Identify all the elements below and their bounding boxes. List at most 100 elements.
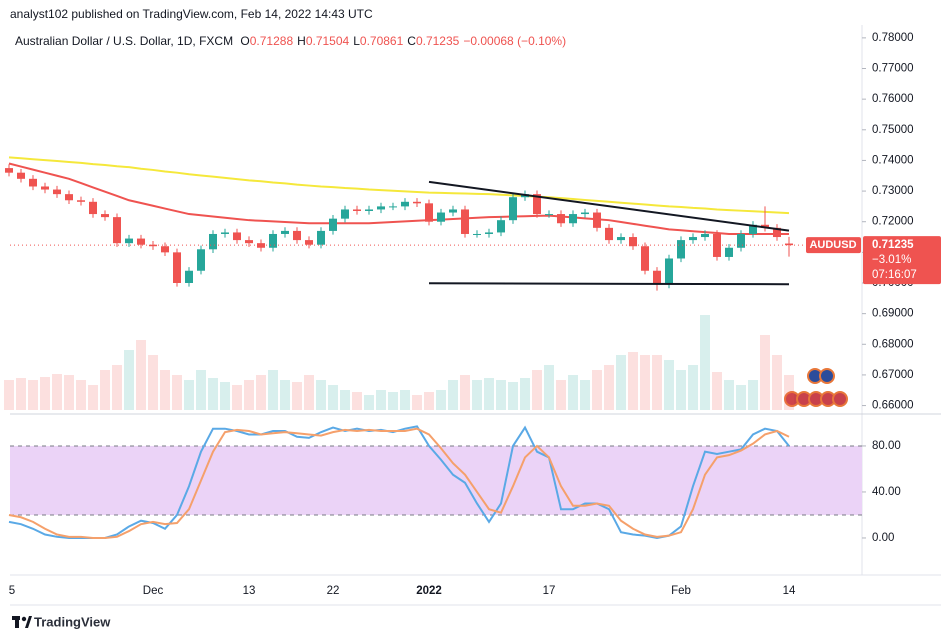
volume-bar xyxy=(4,380,14,410)
ohlc-value: 0.70861 xyxy=(360,34,404,48)
candle-body xyxy=(293,230,301,241)
volume-bar xyxy=(352,392,362,410)
candle-body xyxy=(53,189,61,195)
candle-body xyxy=(65,194,73,201)
ohlc-letter: H xyxy=(297,34,306,48)
flags xyxy=(784,368,848,407)
price-tick-label: 0.77000 xyxy=(872,63,914,75)
logo-bar xyxy=(15,616,19,628)
ohlc-value: 0.71288 xyxy=(250,34,294,48)
ohlc-letter: L xyxy=(353,34,360,48)
candle-body xyxy=(401,201,409,207)
volume-bar xyxy=(76,380,86,410)
volume-bar xyxy=(664,360,674,410)
ohlc-value: 0.71235 xyxy=(416,34,460,48)
symbol-badge-label: AUDUSD xyxy=(809,239,856,251)
volume-bar xyxy=(124,350,134,410)
candle-body xyxy=(389,206,397,208)
candle-body xyxy=(305,240,313,245)
candle-body xyxy=(749,224,757,234)
volume-bar xyxy=(220,382,230,410)
volume-bar xyxy=(532,370,542,410)
candle-body xyxy=(197,249,205,271)
price-tick-label: 0.76000 xyxy=(872,93,914,105)
price-tick-label: 0.73000 xyxy=(872,185,914,197)
candle-body xyxy=(605,227,613,241)
volume-bar xyxy=(544,365,554,410)
candle-body xyxy=(41,186,49,190)
candle-body xyxy=(245,240,253,244)
logo-dot xyxy=(21,616,27,622)
candle-body xyxy=(725,247,733,257)
volume-bar xyxy=(400,390,410,410)
oscillator-tick-label: 0.00 xyxy=(872,532,894,544)
volume-bar xyxy=(592,370,602,410)
candle-body xyxy=(161,246,169,253)
candle-body xyxy=(689,237,697,241)
candle-body xyxy=(5,168,13,173)
oscillator-line xyxy=(8,427,790,539)
volume-bar xyxy=(316,380,326,410)
candle-body xyxy=(593,212,601,228)
volume-bar xyxy=(508,382,518,410)
volume-bar xyxy=(748,380,758,410)
candle-body xyxy=(221,232,229,234)
symbol-title: Australian Dollar / U.S. Dollar, 1D, FXC… xyxy=(15,34,233,48)
candle-body xyxy=(101,214,109,218)
volume-bar xyxy=(484,378,494,410)
volume-bar xyxy=(640,355,650,410)
time-tick-label: 2022 xyxy=(416,585,442,597)
candle-body xyxy=(209,233,217,250)
volume-bar xyxy=(424,392,434,410)
volume-bar xyxy=(268,370,278,410)
volume-bar xyxy=(472,380,482,410)
trendline xyxy=(428,282,790,286)
ohlc-value: 0.71504 xyxy=(306,34,350,48)
volume-bar xyxy=(652,355,662,410)
candle-body xyxy=(137,238,145,245)
candle-body xyxy=(617,237,625,241)
time-tick-label: 14 xyxy=(783,585,796,597)
candle-body xyxy=(761,224,769,228)
volume-bar xyxy=(448,380,458,410)
volume-bar xyxy=(16,378,26,410)
price-tick-label: 0.72000 xyxy=(872,216,914,228)
volume-bar xyxy=(280,380,290,410)
ohlc-letter: C xyxy=(407,34,416,48)
price-tick-label: 0.68000 xyxy=(872,338,914,350)
price-tick-label: 0.69000 xyxy=(872,308,914,320)
candle-body xyxy=(353,209,361,211)
candle-body xyxy=(473,233,481,235)
time-tick-label: 5 xyxy=(9,585,15,597)
volume-bar xyxy=(364,395,374,410)
price-tick-label: 0.67000 xyxy=(872,369,914,381)
candle-body xyxy=(329,218,337,231)
price-badge-countdown: 07:16:07 xyxy=(872,269,917,281)
volume-bar xyxy=(184,380,194,410)
candle-body xyxy=(641,246,649,271)
candle-body xyxy=(89,201,97,215)
candle-body xyxy=(545,214,553,216)
volume-bar xyxy=(496,380,506,410)
candle-body xyxy=(437,212,445,222)
price-tick-label: 0.66000 xyxy=(872,400,914,412)
volume-bar xyxy=(28,380,38,410)
candle-body xyxy=(77,200,85,202)
volume-bar xyxy=(760,335,770,410)
volume-bar xyxy=(724,380,734,410)
candle-body xyxy=(497,220,505,233)
candle-body xyxy=(233,232,241,241)
volume-bar xyxy=(292,382,302,410)
volume-bar xyxy=(160,370,170,410)
candle-body xyxy=(317,230,325,245)
candle-body xyxy=(701,233,709,238)
price-badge xyxy=(863,236,941,285)
volume-bar xyxy=(772,355,782,410)
footer-brand: TradingView xyxy=(34,614,111,629)
price-badge-change: −3.01% xyxy=(872,254,911,266)
candle-body xyxy=(569,214,577,224)
volume-bar xyxy=(208,378,218,410)
volume-bar xyxy=(712,372,722,410)
volume-bar xyxy=(244,380,254,410)
symbol-badge xyxy=(806,237,861,254)
